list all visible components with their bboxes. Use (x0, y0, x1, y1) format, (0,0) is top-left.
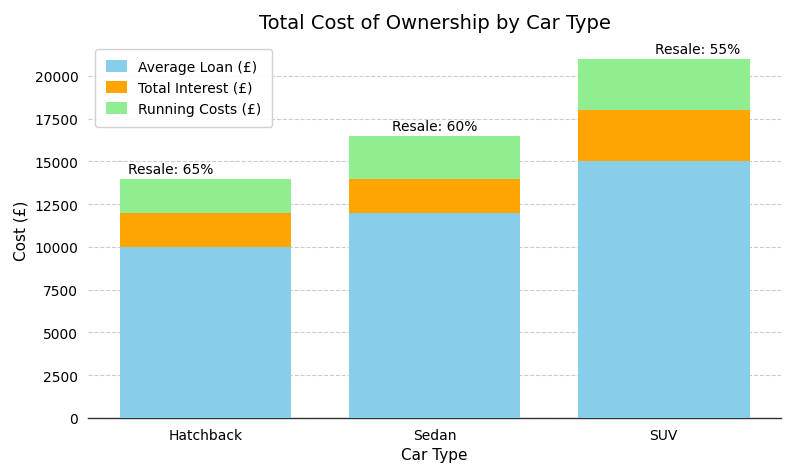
Bar (119, 213, 292, 248)
Bar (349, 213, 521, 418)
Bar (578, 162, 750, 418)
Bar (119, 179, 292, 213)
Text: Resale: 55%: Resale: 55% (655, 43, 741, 57)
X-axis label: Car Type: Car Type (401, 447, 467, 462)
Bar (578, 60, 750, 111)
Title: Total Cost of Ownership by Car Type: Total Cost of Ownership by Car Type (258, 14, 611, 33)
Bar (578, 111, 750, 162)
Legend: Average Loan (£), Total Interest (£), Running Costs (£): Average Loan (£), Total Interest (£), Ru… (95, 50, 273, 128)
Bar (119, 248, 292, 418)
Bar (349, 137, 521, 179)
Bar (349, 179, 521, 213)
Text: Resale: 65%: Resale: 65% (129, 163, 214, 177)
Y-axis label: Cost (£): Cost (£) (14, 200, 29, 260)
Text: Resale: 60%: Resale: 60% (392, 120, 477, 134)
